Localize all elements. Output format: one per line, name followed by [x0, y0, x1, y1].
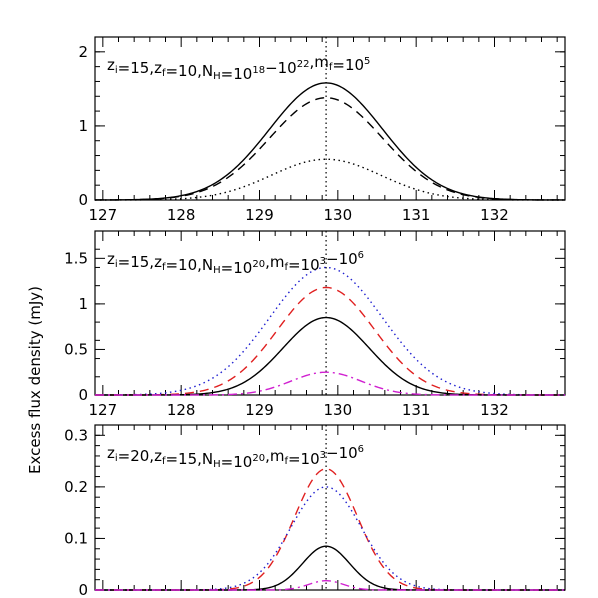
x-ticks — [102, 37, 558, 200]
panel-label: zi=15,zf=10,NH=1018−1022,mf=105 — [107, 53, 370, 83]
panel-label: zi=20,zf=15,NH=1020,mf=103−106 — [107, 444, 364, 471]
y-tick-label: 2 — [78, 43, 88, 61]
panel-label: zi=15,zf=10,NH=1020,mf=103−106 — [107, 250, 364, 277]
y-tick-label: 0.2 — [64, 478, 88, 496]
series-dotted-line — [95, 158, 565, 201]
series-dashdot-line — [95, 371, 565, 396]
x-ticks — [102, 425, 558, 590]
series-dashed-line — [95, 468, 565, 591]
x-tick-label: 129 — [245, 401, 274, 419]
x-tick-label: 131 — [402, 401, 431, 419]
y-ticks — [95, 36, 565, 201]
series-solid-line — [95, 316, 565, 396]
y-tick-label: 0.3 — [64, 426, 88, 444]
x-tick-label: 131 — [402, 206, 431, 224]
x-tick-label: 128 — [167, 206, 196, 224]
panel-3: 0 0.1 0.2 0.3 zi=20,zf=15,NH=1020,mf=103−106 — [64, 424, 566, 598]
panel-frame — [94, 230, 566, 396]
x-ticks — [102, 231, 558, 395]
x-tick-label: 132 — [480, 206, 509, 224]
y-tick-label: 0.5 — [64, 340, 88, 358]
y-tick-label: 1 — [78, 295, 88, 313]
x-tick-label: 128 — [167, 401, 196, 419]
y-tick-label: 0.1 — [64, 529, 88, 547]
y-tick-label: 0 — [78, 386, 88, 404]
series-solid-line — [95, 82, 566, 201]
panel-2: 127 128 129 130 131 132 0 0.5 1 1.5 zi=15,zf=10,NH… — [64, 230, 566, 419]
y-tick-label: 1 — [78, 117, 88, 135]
panel-frame — [94, 36, 566, 201]
series-dotted-line — [95, 486, 565, 591]
series-dashed-line — [95, 286, 565, 396]
panel-1: 127 128 129 130 131 132 0 1 2 zi=15,zf=10,NH=1018… — [78, 36, 566, 224]
x-tick-label: 132 — [480, 401, 509, 419]
x-tick-label: 130 — [324, 206, 353, 224]
series-dashdot-line — [95, 580, 565, 591]
y-tick-label: 0 — [78, 581, 88, 598]
panels: 127 128 129 130 131 132 0 1 2 zi=15,zf=10,NH=1018… — [64, 36, 566, 598]
series-dotted-line — [95, 266, 565, 396]
y-axis-label: Excess flux density (mJy) — [26, 286, 44, 474]
y-tick-label: 1.5 — [64, 249, 88, 267]
x-tick-label: 127 — [89, 206, 118, 224]
x-tick-label: 130 — [324, 401, 353, 419]
x-tick-label: 127 — [89, 401, 118, 419]
series-dashed-line — [94, 97, 565, 201]
y-ticks — [95, 424, 565, 591]
y-tick-label: 0 — [78, 191, 88, 209]
x-tick-label: 129 — [245, 206, 274, 224]
